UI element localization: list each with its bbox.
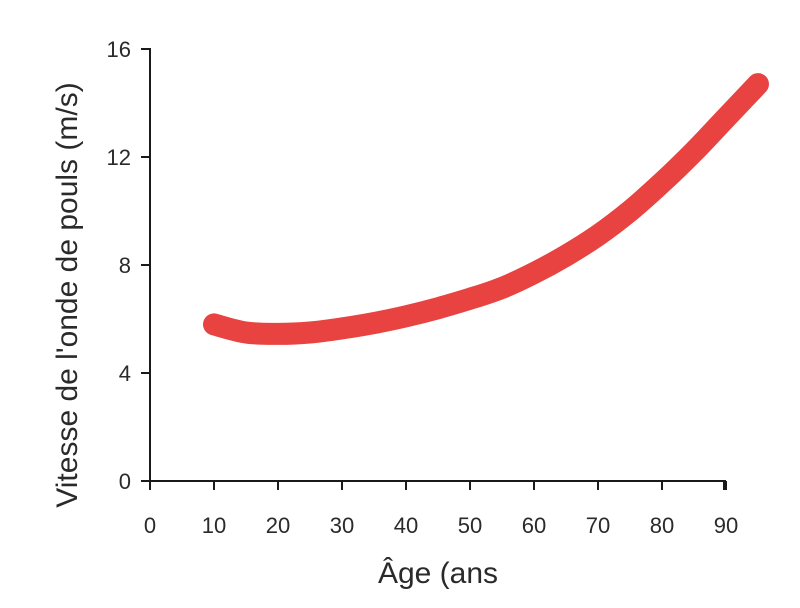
x-tick-label: 30 (330, 513, 354, 538)
y-tick-label: 12 (107, 145, 131, 170)
axes (149, 48, 726, 482)
y-tick-label: 8 (119, 253, 131, 278)
tick-labels: 0 10 20 30 40 50 60 70 80 90 0 4 8 12 16 (107, 37, 739, 538)
x-tick-label: 90 (714, 513, 738, 538)
series-line (203, 73, 769, 345)
x-tick-label: 50 (458, 513, 482, 538)
x-tick-label: 70 (586, 513, 610, 538)
y-tick-label: 4 (119, 361, 131, 386)
x-tick-label: 60 (522, 513, 546, 538)
tick-marks (141, 48, 727, 490)
data-series (203, 73, 769, 345)
y-tick-label: 16 (107, 37, 131, 62)
x-tick-label: 0 (144, 513, 156, 538)
y-tick-label: 0 (119, 469, 131, 494)
x-tick-label: 20 (266, 513, 290, 538)
x-tick-label: 40 (394, 513, 418, 538)
x-tick-label: 10 (202, 513, 226, 538)
y-axis-title: Vitesse de l'onde de pouls (m/s) (51, 82, 84, 507)
x-axis-title: Âge (ans (378, 557, 498, 590)
x-tick-label: 80 (650, 513, 674, 538)
